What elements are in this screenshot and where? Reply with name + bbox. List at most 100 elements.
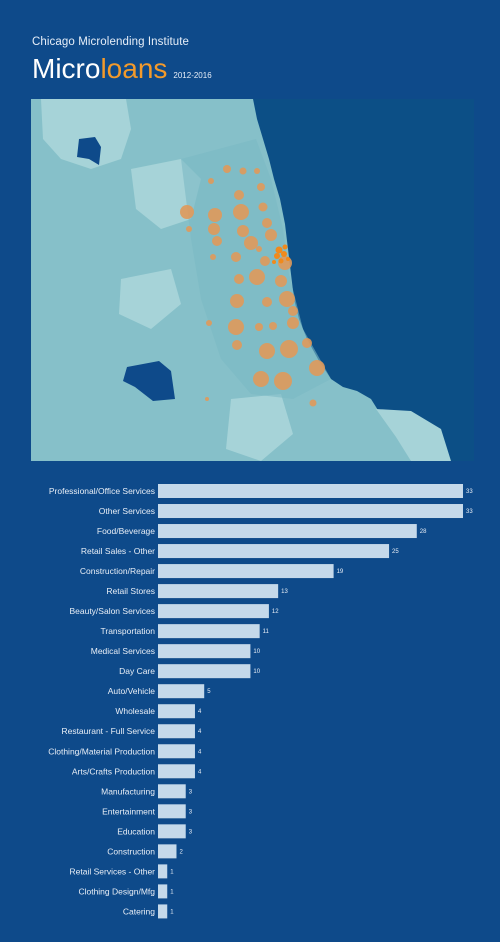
suburb-patch xyxy=(376,409,451,461)
loan-bubble xyxy=(256,246,262,252)
highlight-zone xyxy=(77,137,101,165)
value-label: 4 xyxy=(198,769,202,775)
loan-bubble xyxy=(257,183,265,191)
bar[interactable] xyxy=(158,904,168,919)
value-label: 4 xyxy=(198,729,202,735)
loan-bubble xyxy=(262,297,272,307)
loan-bubble xyxy=(233,204,249,220)
value-label: 10 xyxy=(253,669,260,675)
loan-bubble xyxy=(232,340,242,350)
loan-bubble xyxy=(180,205,194,219)
loan-bubble xyxy=(269,322,277,330)
loan-bubble xyxy=(258,202,268,212)
loan-bubble xyxy=(234,274,244,284)
loan-bubble xyxy=(280,340,298,358)
bar[interactable] xyxy=(158,644,251,659)
category-label: Arts/Crafts Production xyxy=(72,766,155,776)
value-label: 19 xyxy=(337,569,344,575)
bar[interactable] xyxy=(158,724,195,739)
title-part-micro: Micro xyxy=(32,53,101,84)
category-label: Construction/Repair xyxy=(80,566,155,576)
value-label: 25 xyxy=(392,549,399,555)
bar[interactable] xyxy=(158,884,168,899)
loan-bubble xyxy=(239,167,247,175)
bar[interactable] xyxy=(158,504,463,519)
loan-bubble xyxy=(234,190,244,200)
category-label: Auto/Vehicle xyxy=(108,686,156,696)
chicago-map[interactable] xyxy=(31,99,474,461)
bar[interactable] xyxy=(158,604,269,619)
value-label: 28 xyxy=(420,529,427,535)
category-label: Wholesale xyxy=(115,706,155,716)
year-range: 2012-2016 xyxy=(173,71,212,80)
bar[interactable] xyxy=(158,684,205,699)
bar[interactable] xyxy=(158,564,334,579)
loan-bubble xyxy=(287,317,299,329)
title-part-loans: loans xyxy=(100,53,168,84)
bar[interactable] xyxy=(158,624,260,639)
loan-bubble xyxy=(244,236,258,250)
loan-bubble xyxy=(260,256,270,266)
bar[interactable] xyxy=(158,784,186,799)
value-label: 1 xyxy=(170,909,174,915)
category-label: Catering xyxy=(123,906,155,916)
category-label: Day Care xyxy=(119,666,155,676)
loan-bubble xyxy=(255,323,263,331)
category-label: Beauty/Salon Services xyxy=(69,606,155,616)
suburb-patch xyxy=(41,99,131,169)
value-label: 2 xyxy=(179,849,183,855)
bar[interactable] xyxy=(158,704,195,719)
loan-bubble xyxy=(272,260,276,264)
loan-bubble xyxy=(282,244,288,250)
loan-bubble xyxy=(254,168,260,174)
category-label: Food/Beverage xyxy=(97,526,155,536)
loan-bubble xyxy=(274,372,292,390)
org-name: Chicago Microlending Institute xyxy=(32,36,190,48)
bar[interactable] xyxy=(158,824,186,839)
loan-bubble xyxy=(230,294,244,308)
loan-bubble xyxy=(253,371,269,387)
loan-bubble xyxy=(275,275,287,287)
bar[interactable] xyxy=(158,864,168,879)
category-label: Education xyxy=(117,826,155,836)
loan-bubble xyxy=(309,360,325,376)
bar[interactable] xyxy=(158,524,417,539)
loan-bubbles xyxy=(180,165,325,407)
category-label: Other Services xyxy=(99,506,155,516)
category-label: Clothing/Material Production xyxy=(48,746,155,756)
bar[interactable] xyxy=(158,484,463,498)
loan-bubble xyxy=(206,320,212,326)
value-label: 3 xyxy=(189,829,193,835)
bar[interactable] xyxy=(158,764,195,779)
bar[interactable] xyxy=(158,664,251,679)
loan-bubble xyxy=(212,236,222,246)
loan-bubble xyxy=(286,257,290,261)
loan-bubble xyxy=(279,291,295,307)
header: Chicago Microlending Institute Micro loa… xyxy=(32,36,212,85)
category-label: Clothing Design/Mfg xyxy=(78,886,155,896)
value-label: 5 xyxy=(207,689,211,695)
loan-bubble xyxy=(262,218,272,228)
loan-bubble xyxy=(186,226,192,232)
title-row: Micro loans 2012-2016 xyxy=(32,53,212,85)
category-label: Retail Sales - Other xyxy=(81,546,155,556)
value-label: 4 xyxy=(198,709,202,715)
loan-bubble xyxy=(210,254,216,260)
loan-bubble xyxy=(249,269,265,285)
bar[interactable] xyxy=(158,584,279,599)
category-label: Professional/Office Services xyxy=(49,486,155,496)
bar[interactable] xyxy=(158,744,195,759)
loan-bubble xyxy=(288,306,298,316)
bar[interactable] xyxy=(158,844,177,859)
loan-bubble xyxy=(274,253,280,259)
highlight-zone xyxy=(123,361,175,401)
map-svg xyxy=(31,99,474,461)
loan-bubble xyxy=(208,178,214,184)
bar[interactable] xyxy=(158,804,186,819)
value-label: 13 xyxy=(281,589,288,595)
value-label: 12 xyxy=(272,609,279,615)
value-label: 33 xyxy=(466,489,473,495)
loan-bubble xyxy=(237,225,249,237)
bar[interactable] xyxy=(158,544,390,559)
loan-bubble xyxy=(223,165,231,173)
